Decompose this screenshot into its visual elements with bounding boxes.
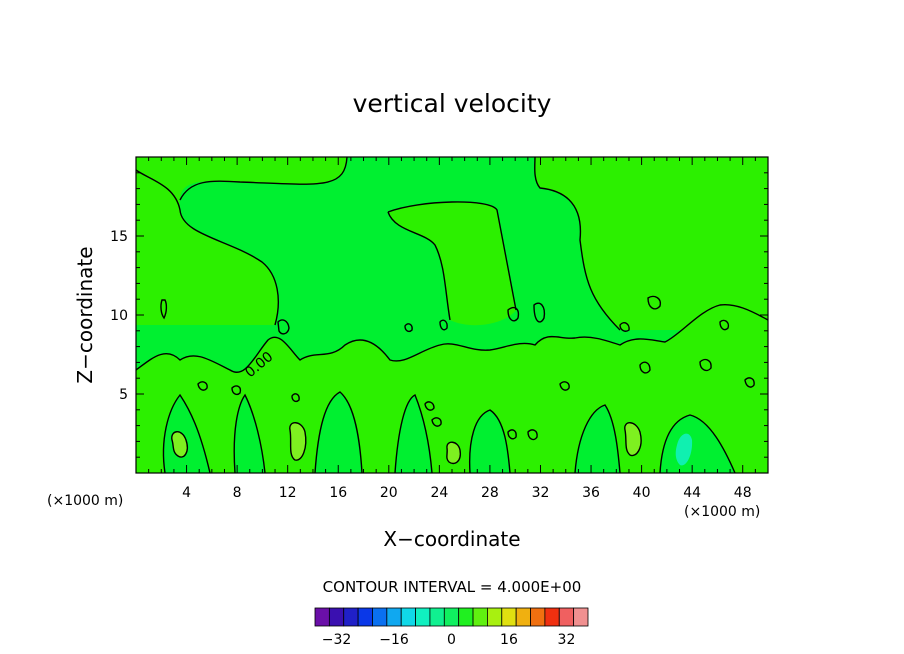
colorbar-swatch — [357, 607, 373, 627]
upper-left-positive-region — [136, 157, 347, 325]
x-tick-label: 44 — [683, 485, 701, 501]
y-axis-ticks: 5 10 15 — [110, 172, 768, 458]
colorbar-swatch — [472, 607, 488, 627]
contour-lines — [135, 156, 769, 474]
x-tick-label: 20 — [380, 485, 398, 501]
x-tick-label: 32 — [532, 485, 550, 501]
colorbar-tick-label: −16 — [379, 632, 409, 648]
updraft-core-3 — [446, 442, 461, 464]
colorbar-swatch — [386, 607, 402, 627]
lower-negative-strip-3 — [315, 392, 362, 473]
colorbar-swatch — [400, 607, 416, 627]
x-tick-label: 24 — [430, 485, 448, 501]
colorbar-swatch — [501, 607, 517, 627]
updraft-core-2 — [289, 422, 306, 461]
lower-negative-strip-2 — [234, 395, 265, 473]
plot-area: 0.00 — [135, 156, 769, 474]
downdraft-core-1 — [675, 433, 693, 466]
x-tick-label: 4 — [182, 485, 191, 501]
contour-interval-label: CONTOUR INTERVAL = 4.000E+00 — [323, 578, 582, 596]
x-tick-label: 48 — [734, 485, 752, 501]
x-axis-unit-left: (×1000 m) — [47, 493, 123, 509]
x-axis-ticks: 4 8 12 16 20 24 28 32 36 40 44 48 — [148, 157, 756, 501]
chart-title: vertical velocity — [353, 89, 552, 118]
colorbar-tick-label: 32 — [558, 632, 576, 648]
colorbar-swatch — [458, 607, 474, 627]
colorbar-swatch — [343, 607, 359, 627]
lower-negative-strip-6 — [575, 405, 620, 473]
x-tick-label: 12 — [279, 485, 297, 501]
colorbar-tick-label: 0 — [447, 632, 456, 648]
colorbar-swatch — [328, 607, 345, 627]
y-tick-label: 10 — [110, 308, 128, 324]
colorbar-labels: −32 −16 0 16 32 — [322, 632, 576, 648]
colorbar-swatch — [415, 607, 431, 627]
x-tick-label: 36 — [582, 485, 600, 501]
colorbar-swatch — [372, 607, 388, 627]
x-tick-label: 28 — [481, 485, 499, 501]
y-tick-label: 5 — [119, 387, 128, 403]
upper-middle-positive-region — [388, 201, 516, 326]
colorbar-swatch — [429, 607, 445, 627]
colorbar-swatch — [443, 607, 460, 627]
colorbar-tick-label: −32 — [322, 632, 352, 648]
colorbar-swatch — [487, 607, 503, 627]
colorbar — [314, 607, 589, 627]
colorbar-swatch — [530, 607, 546, 627]
y-tick-label: 15 — [110, 229, 128, 245]
updraft-core-1 — [171, 431, 188, 458]
colorbar-swatch — [515, 607, 531, 627]
colorbar-swatch — [573, 607, 589, 627]
colorbar-swatch — [558, 607, 575, 627]
upper-right-positive-region — [534, 157, 768, 330]
colorbar-tick-label: 16 — [500, 632, 518, 648]
colorbar-swatch — [314, 607, 330, 627]
y-axis-label: Z−coordinate — [73, 246, 97, 383]
x-tick-label: 40 — [633, 485, 651, 501]
lower-negative-strip-5 — [469, 410, 510, 473]
updraft-core-4 — [624, 422, 642, 456]
colorbar-swatch — [544, 607, 560, 627]
x-tick-label: 8 — [233, 485, 242, 501]
x-axis-unit-right: (×1000 m) — [684, 504, 760, 520]
x-axis-label: X−coordinate — [383, 527, 520, 551]
x-tick-label: 16 — [329, 485, 347, 501]
